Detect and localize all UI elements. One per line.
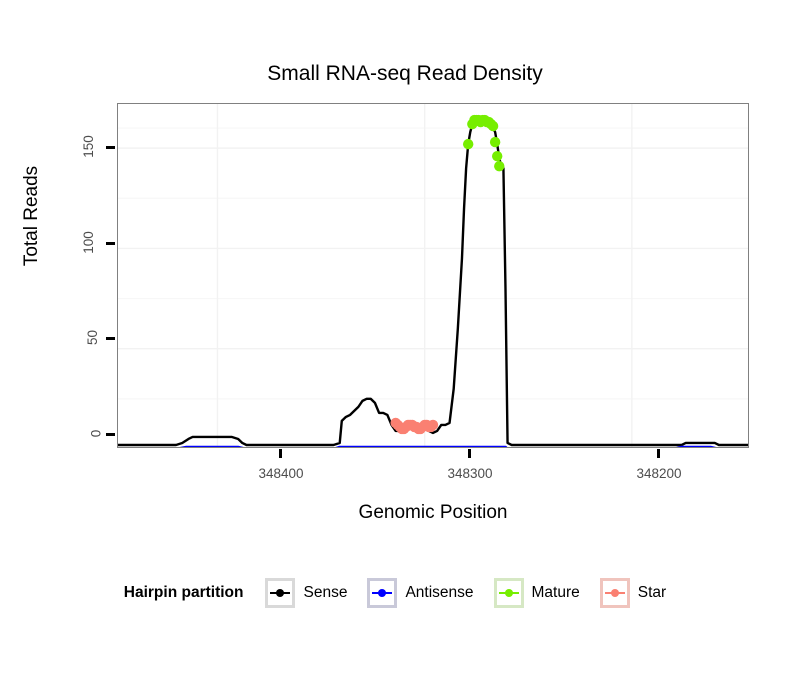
legend-key-sense: [265, 578, 296, 608]
y-tick-mark-0: [106, 433, 115, 436]
x-tick-label-348300: 348300: [447, 466, 493, 481]
plot-area: [118, 104, 748, 447]
y-tick-text: 50: [84, 329, 100, 346]
y-tick-label-150: 150: [60, 135, 100, 158]
x-tick-label-348200: 348200: [636, 466, 682, 481]
data-point: [489, 136, 501, 148]
legend-key-antisense: [367, 578, 398, 608]
legend-item-mature[interactable]: Mature: [493, 578, 596, 608]
y-tick-text: 100: [81, 231, 97, 254]
legend-dot-star: [610, 589, 619, 597]
data-point: [492, 150, 503, 162]
legend-dot-sense: [276, 589, 285, 597]
y-tick-mark-50: [106, 337, 115, 340]
plot-panel: [117, 103, 749, 448]
series-line-antisense: [179, 445, 717, 447]
y-axis-label: Total Reads: [21, 165, 42, 267]
x-tick-mark-348400: [279, 449, 282, 458]
y-tick-label-100: 100: [60, 231, 100, 254]
legend-label-antisense: Antisense: [405, 584, 474, 601]
data-series: [118, 114, 748, 447]
chart-legend: Hairpin partition Sense Antisense Mature: [0, 578, 810, 608]
legend-key-mature: [493, 578, 524, 608]
legend-key-star: [599, 578, 630, 608]
data-point: [494, 160, 505, 172]
data-point: [487, 120, 499, 132]
x-tick-label-348400: 348400: [258, 466, 304, 481]
legend-item-sense[interactable]: Sense: [265, 578, 363, 608]
x-axis-label: Genomic Position: [358, 502, 508, 523]
chart-title: Small RNA-seq Read Density: [267, 62, 543, 85]
gridlines: [118, 104, 748, 447]
x-tick-mark-348200: [657, 449, 660, 458]
data-point: [427, 419, 439, 431]
legend-label-mature: Mature: [531, 584, 580, 601]
y-tick-label-50: 50: [60, 330, 100, 345]
data-point: [462, 138, 474, 150]
legend-label-star: Star: [637, 584, 667, 601]
y-tick-text: 0: [88, 429, 104, 438]
legend-label-sense: Sense: [303, 584, 348, 601]
legend-dot-mature: [504, 589, 513, 597]
series-line-sense: [118, 120, 748, 447]
legend-dot-antisense: [378, 589, 387, 597]
legend-item-star[interactable]: Star: [599, 578, 682, 608]
y-tick-mark-100: [106, 242, 115, 245]
y-tick-label-0: 0: [60, 426, 104, 441]
x-tick-mark-348300: [468, 449, 471, 458]
y-tick-text: 150: [81, 135, 97, 158]
legend-title: Hairpin partition: [123, 584, 244, 601]
y-tick-mark-150: [106, 146, 115, 149]
series-points-star: [390, 417, 439, 435]
legend-item-antisense[interactable]: Antisense: [367, 578, 489, 608]
series-points-mature: [462, 114, 505, 172]
